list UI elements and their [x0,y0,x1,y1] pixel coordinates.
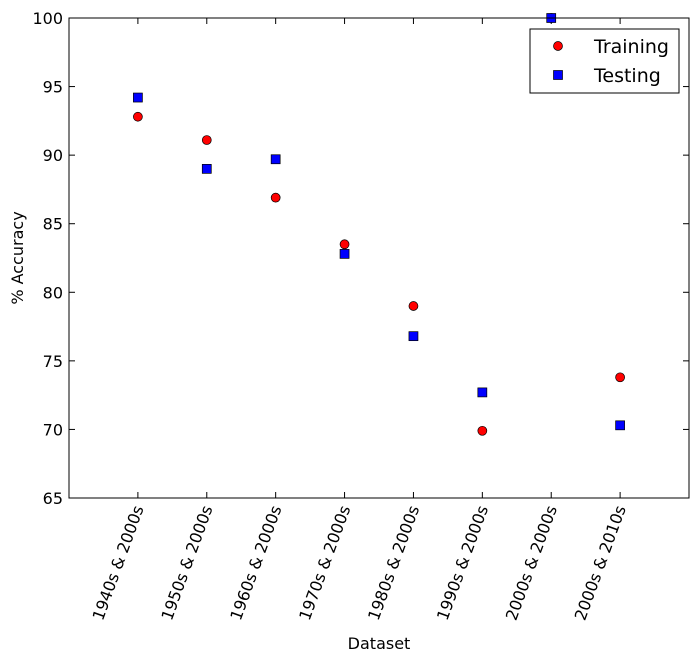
training-point [477,425,488,436]
testing-point [615,420,625,431]
x-axis-ticks: 1940s & 2000s 1950s & 2000s 1960s & 2000s 1… [88,18,630,623]
y-tick-label: 90 [43,146,63,165]
y-tick-label: 70 [43,420,63,439]
training-point [339,239,350,250]
x-axis-label: Dataset [348,634,411,653]
testing-point [339,249,350,259]
y-tick-label: 75 [43,352,63,371]
legend-box [529,28,680,94]
y-tick-label: 65 [43,489,63,508]
x-tick-label: 1980s & 2000s [364,503,423,623]
plot-frame [68,17,690,499]
testing-point [270,154,281,165]
training-point [133,111,143,122]
legend: Training Testing [529,28,680,94]
y-axis-ticks: 65 70 75 80 85 90 95 100 [32,9,689,508]
x-tick-label: 1990s & 2000s [433,503,492,623]
x-tick-label: 2000s & 2010s [571,503,630,623]
training-point [201,135,212,145]
x-tick-label: 1950s & 2000s [157,503,216,623]
y-tick-label: 100 [32,9,63,28]
x-tick-label: 1960s & 2000s [226,503,285,623]
y-tick-label: 80 [43,283,63,302]
x-tick-label: 2000s & 2000s [502,503,561,623]
legend-marker-testing [553,70,563,80]
testing-point [201,164,212,174]
legend-label-training: Training [593,36,669,58]
x-tick-label: 1940s & 2000s [88,503,147,623]
training-point [270,192,281,203]
testing-point [408,331,419,342]
legend-marker-training [553,41,563,51]
y-axis-label: % Accuracy [8,211,27,304]
testing-point [477,387,488,398]
y-tick-label: 85 [43,215,63,234]
training-point [615,372,625,383]
testing-point [133,92,143,103]
y-tick-label: 95 [43,78,63,97]
data-points [133,13,625,436]
training-point [408,301,419,311]
x-tick-label: 1970s & 2000s [295,503,354,623]
legend-label-testing: Testing [593,65,661,87]
